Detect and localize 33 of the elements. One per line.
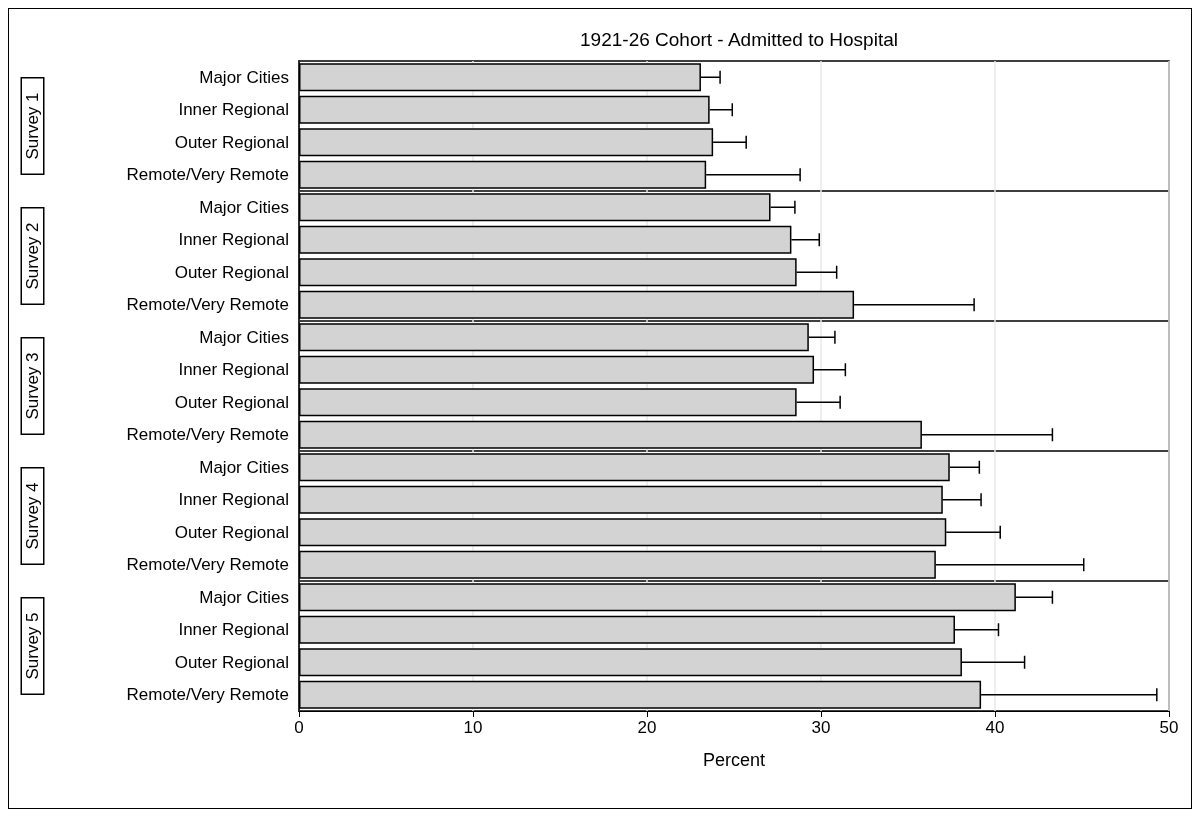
y-tick-label: Remote/Very Remote [126,555,289,575]
y-axis-title: Survey 2 [23,222,42,290]
y-tick-label: Inner Regional [178,100,289,120]
y-tick-label: Major Cities [199,327,289,347]
y-tick-label: Inner Regional [178,620,289,640]
y-tick-label: Inner Regional [178,490,289,510]
y-tick-label: Remote/Very Remote [126,165,289,185]
y-tick-label: Inner Regional [178,360,289,380]
y-axis-title: Survey 4 [23,482,42,550]
x-tick-label: 40 [985,718,1005,737]
y-tick-label: Outer Regional [174,652,289,672]
y-tick-label: Remote/Very Remote [126,685,289,705]
y-tick-label: Inner Regional [178,230,289,250]
x-tick-label: 20 [637,718,657,737]
y-axis-title: Survey 5 [23,612,42,680]
x-tick-label: 50 [1159,718,1179,737]
y-tick-label: Outer Regional [174,132,289,152]
x-tick-label: 0 [294,718,304,737]
y-axis-title: Survey 1 [23,92,42,160]
x-tick-label: 30 [811,718,831,737]
y-tick-label: Outer Regional [174,522,289,542]
y-tick-label: Outer Regional [174,262,289,282]
y-tick-label: Remote/Very Remote [126,295,289,315]
y-tick-label: Outer Regional [174,392,289,412]
chart-title: 1921-26 Cohort - Admitted to Hospital [580,29,898,50]
y-tick-label: Remote/Very Remote [126,425,289,445]
x-tick-label: 10 [463,718,483,737]
y-tick-label: Major Cities [199,67,289,87]
y-tick-label: Major Cities [199,587,289,607]
y-axis-title: Survey 3 [23,352,42,420]
x-axis-title: Percent [702,750,766,770]
y-tick-label: Major Cities [199,197,289,217]
y-tick-label: Major Cities [199,457,289,477]
